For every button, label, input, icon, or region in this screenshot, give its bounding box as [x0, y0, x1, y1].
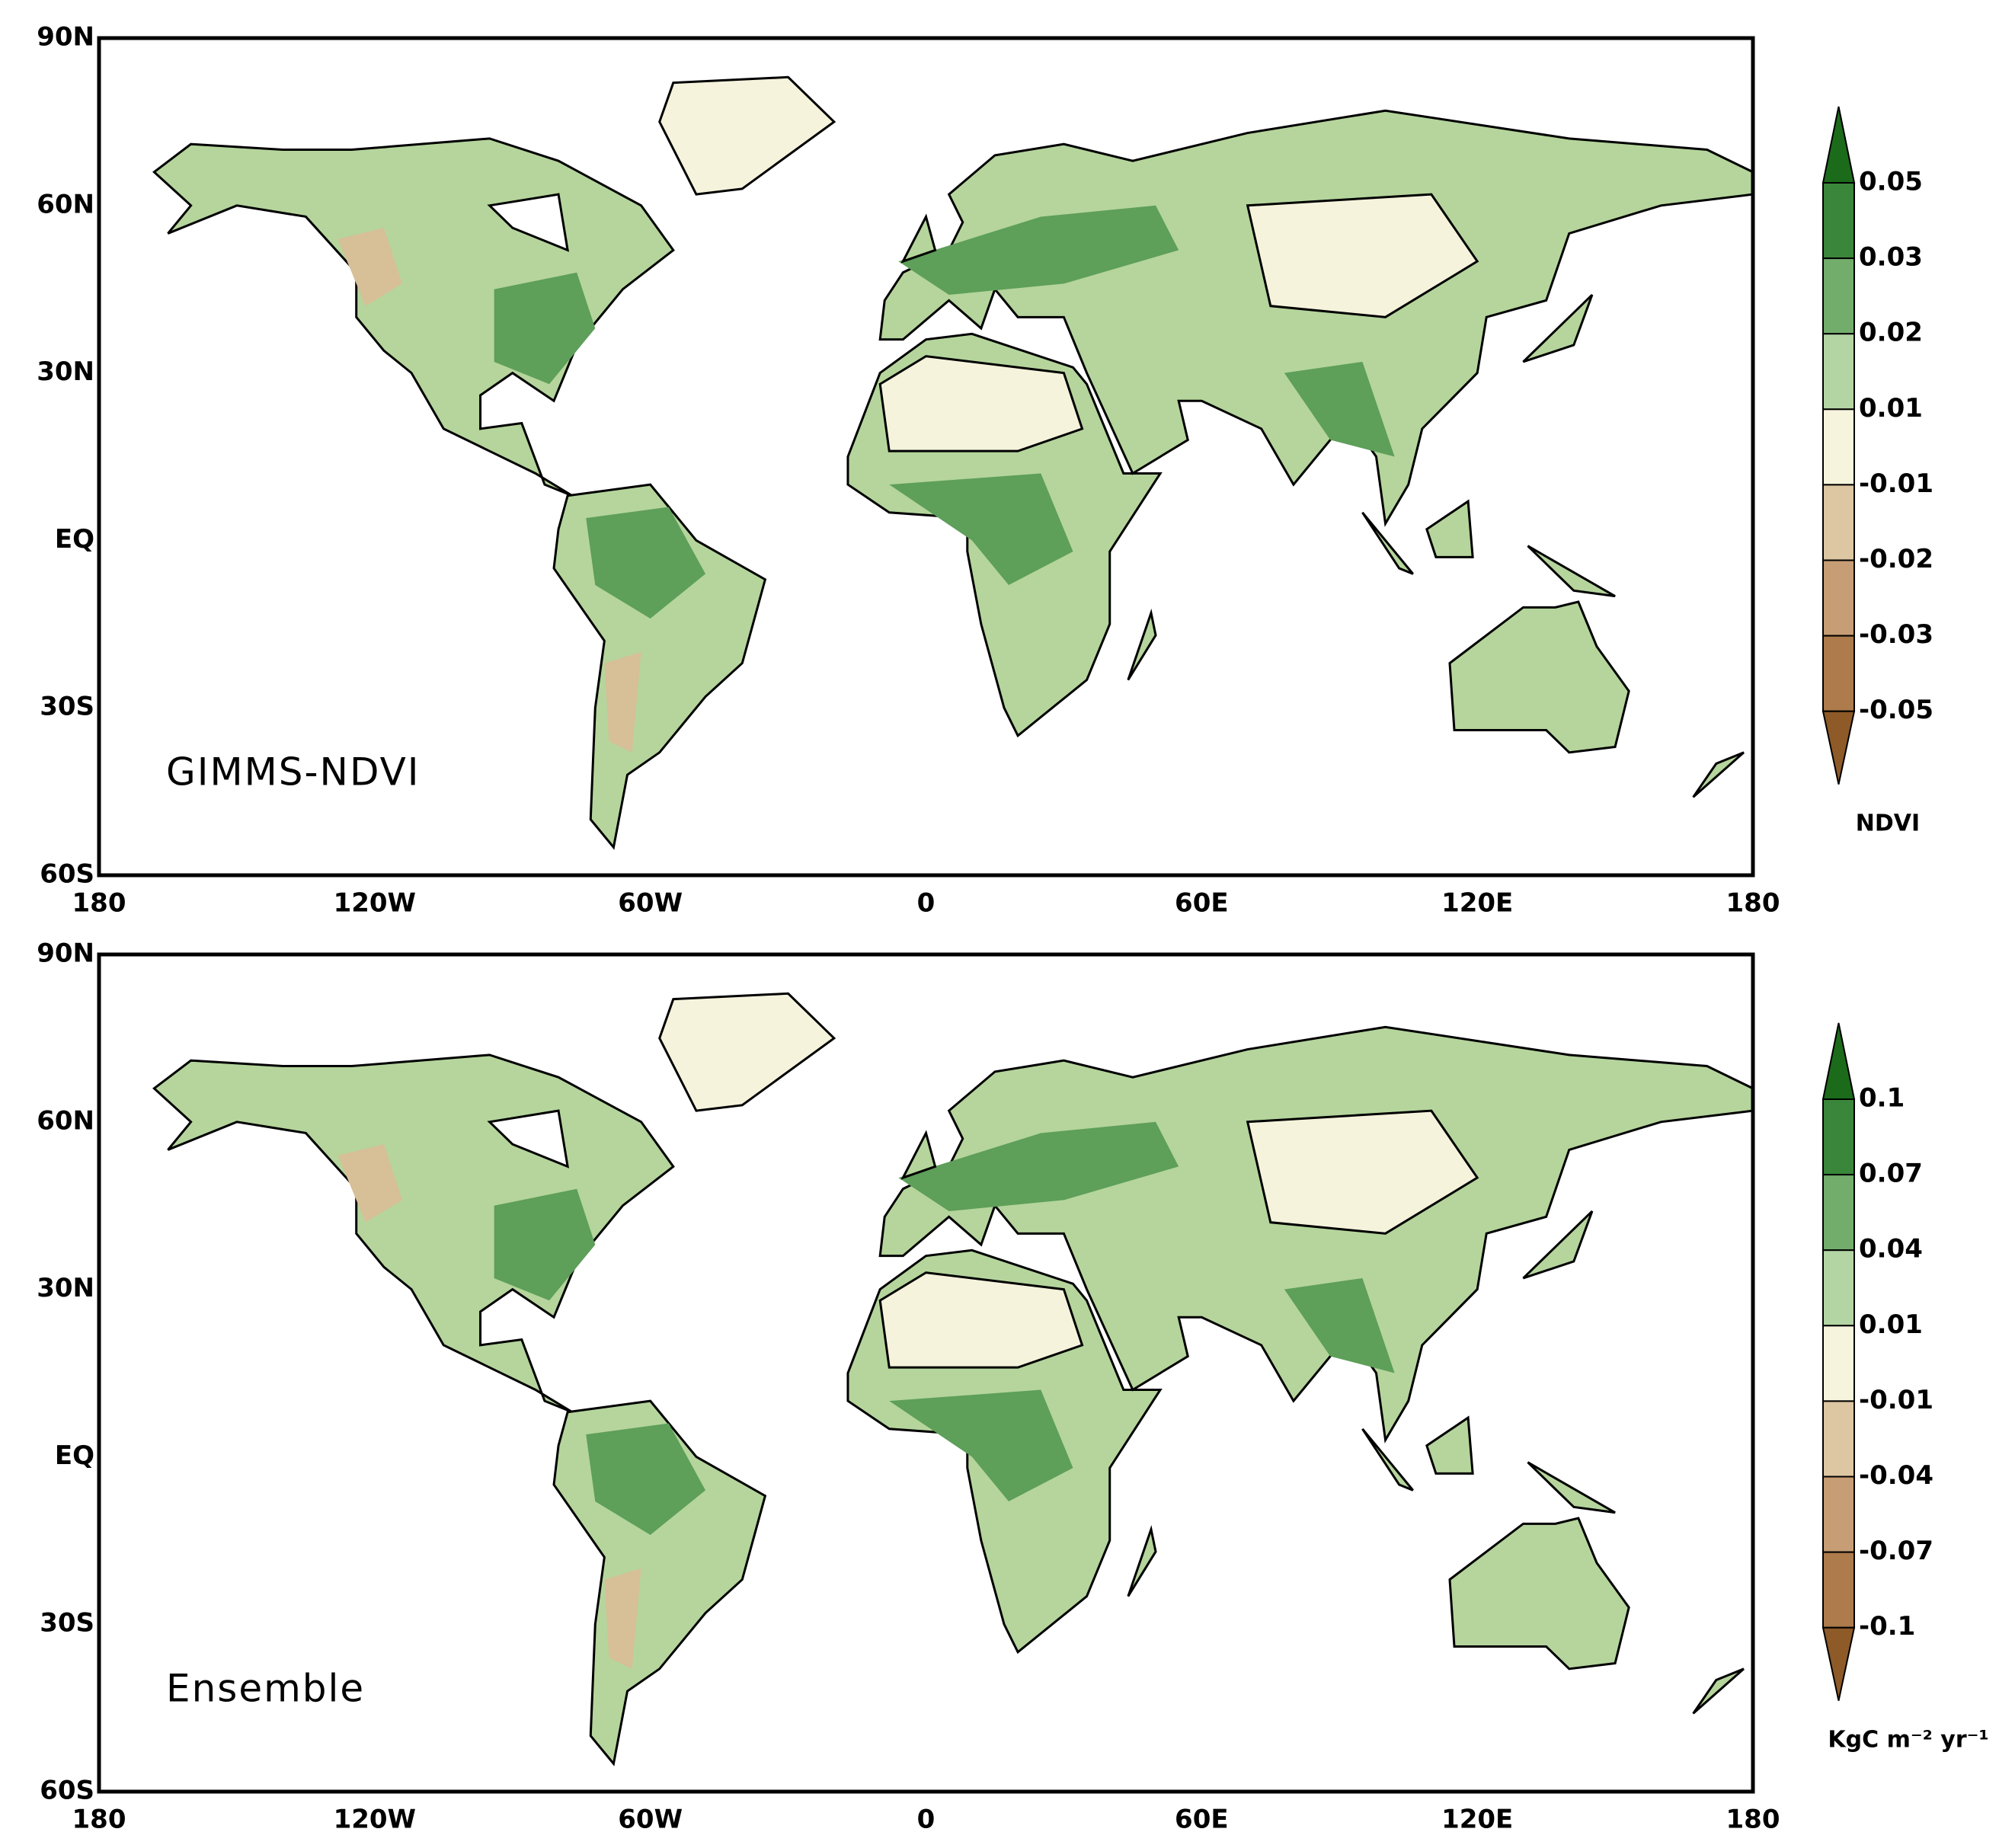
map [154, 77, 1753, 847]
colorbar-box [1822, 182, 1855, 260]
colorbar-label: 0.07 [1859, 1159, 1923, 1189]
colorbar-label: 0.05 [1859, 167, 1923, 197]
lon-label: 180 [1726, 1805, 1780, 1835]
colorbar-triangle [1821, 106, 1856, 184]
colorbar-label: 0.03 [1859, 242, 1923, 273]
lon-label: 180 [1726, 888, 1780, 919]
colorbar-box [1822, 559, 1855, 637]
map-frame [97, 952, 1755, 1794]
colorbar-triangle [1821, 1626, 1856, 1701]
lon-label: 60E [1175, 1805, 1229, 1835]
colorbar-label: 0.01 [1859, 393, 1923, 424]
map-frame [97, 36, 1755, 878]
colorbar-label: -0.05 [1859, 695, 1933, 725]
colorbar-label: -0.01 [1859, 1385, 1933, 1415]
colorbar-box [1822, 484, 1855, 561]
colorbar-title: KgC m⁻² yr⁻¹ [1828, 1727, 1988, 1754]
lon-label: 60W [618, 1805, 683, 1835]
lon-label: 120W [334, 1805, 416, 1835]
colorbar-box [1822, 635, 1855, 712]
colorbar-label: 0.04 [1859, 1234, 1923, 1265]
colorbar-box [1822, 1325, 1855, 1402]
colorbar-box [1822, 1249, 1855, 1327]
lat-label: 30S [40, 1608, 94, 1639]
lon-label: 120W [334, 888, 416, 919]
colorbar-label: -0.07 [1859, 1536, 1933, 1566]
colorbar-box [1822, 1476, 1855, 1553]
colorbar-box [1822, 333, 1855, 411]
lat-label: 30N [37, 1273, 94, 1303]
lat-label: 60N [37, 1105, 94, 1136]
colorbar-box [1822, 257, 1855, 335]
colorbar-box [1822, 1400, 1855, 1478]
landmass [154, 77, 1753, 847]
colorbar-label: 0.01 [1859, 1309, 1923, 1340]
colorbar-box [1822, 1098, 1855, 1176]
lat-label: 60S [40, 1776, 94, 1806]
landmass [154, 993, 1753, 1763]
lat-label: 30N [37, 356, 94, 387]
colorbar-label: -0.01 [1859, 468, 1933, 499]
colorbar-label: 0.1 [1859, 1083, 1905, 1114]
lat-label: 90N [37, 22, 94, 53]
lat-label: 30S [40, 692, 94, 722]
colorbar-label: 0.02 [1859, 318, 1923, 348]
colorbar-box [1822, 408, 1855, 486]
map [154, 993, 1753, 1763]
lat-label: EQ [55, 1440, 94, 1471]
panel-label: GIMMS-NDVI [166, 750, 421, 795]
lon-label: 60W [618, 888, 683, 919]
lat-label: 60S [40, 859, 94, 890]
lon-label: 180 [72, 1805, 126, 1835]
colorbar-triangle [1821, 1022, 1856, 1100]
lon-label: 0 [917, 888, 936, 919]
colorbar-box [1822, 1551, 1855, 1629]
colorbar-box [1822, 1174, 1855, 1252]
lon-label: 180 [72, 888, 126, 919]
colorbar-label: -0.04 [1859, 1460, 1933, 1491]
lat-label: EQ [55, 524, 94, 555]
colorbar-label: -0.03 [1859, 619, 1933, 650]
colorbar-label: -0.02 [1859, 544, 1933, 574]
panel-label: Ensemble [166, 1667, 365, 1711]
lon-label: 0 [917, 1805, 936, 1835]
colorbar-label: -0.1 [1859, 1611, 1915, 1642]
lon-label: 120E [1441, 888, 1513, 919]
lon-label: 120E [1441, 1805, 1513, 1835]
colorbar-triangle [1821, 710, 1856, 785]
lat-label: 90N [37, 938, 94, 969]
lon-label: 60E [1175, 888, 1229, 919]
colorbar-title: NDVI [1856, 810, 1920, 837]
lat-label: 60N [37, 189, 94, 219]
